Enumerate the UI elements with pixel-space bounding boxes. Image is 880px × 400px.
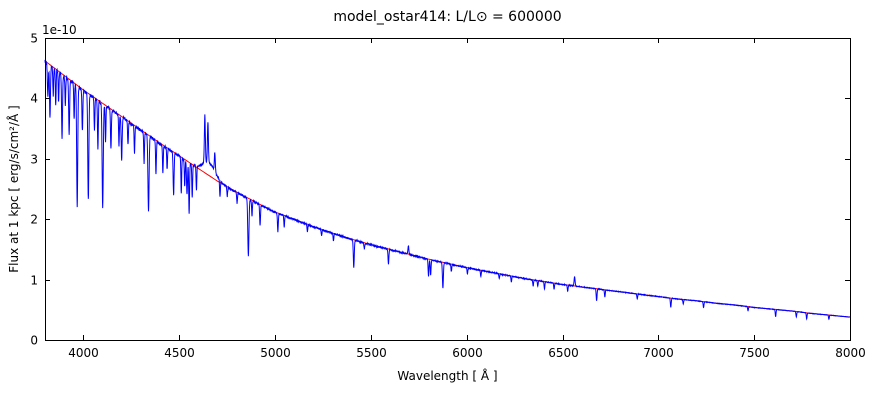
x-tick-label: 4500 [164, 346, 195, 360]
y-tick-label: 0 [30, 334, 38, 348]
x-tick-label: 8000 [835, 346, 866, 360]
x-tick-label: 7000 [643, 346, 674, 360]
y-tick-label: 4 [30, 92, 38, 106]
y-axis-label: Flux at 1 kpc [ erg/s/cm²/Å ] [7, 105, 21, 273]
x-axis-label: Wavelength [ Å ] [397, 369, 498, 383]
plot-border [45, 38, 851, 341]
y-tick-label: 1 [30, 274, 38, 288]
y-axis-offset-label: 1e-10 [42, 23, 77, 37]
spectrum-line [44, 58, 851, 321]
x-tick-label: 4000 [68, 346, 99, 360]
continuum-fit-line [44, 60, 851, 318]
y-tick-label: 2 [30, 213, 38, 227]
x-tick-label: 7500 [739, 346, 770, 360]
x-tick-label: 6500 [548, 346, 579, 360]
x-tick-label: 5500 [356, 346, 387, 360]
x-tick-label: 5000 [260, 346, 291, 360]
y-tick-label: 3 [30, 153, 38, 167]
y-tick-label: 5 [30, 32, 38, 46]
chart-title: model_ostar414: L/L⊙ = 600000 [333, 9, 562, 25]
x-tick-label: 6000 [452, 346, 483, 360]
